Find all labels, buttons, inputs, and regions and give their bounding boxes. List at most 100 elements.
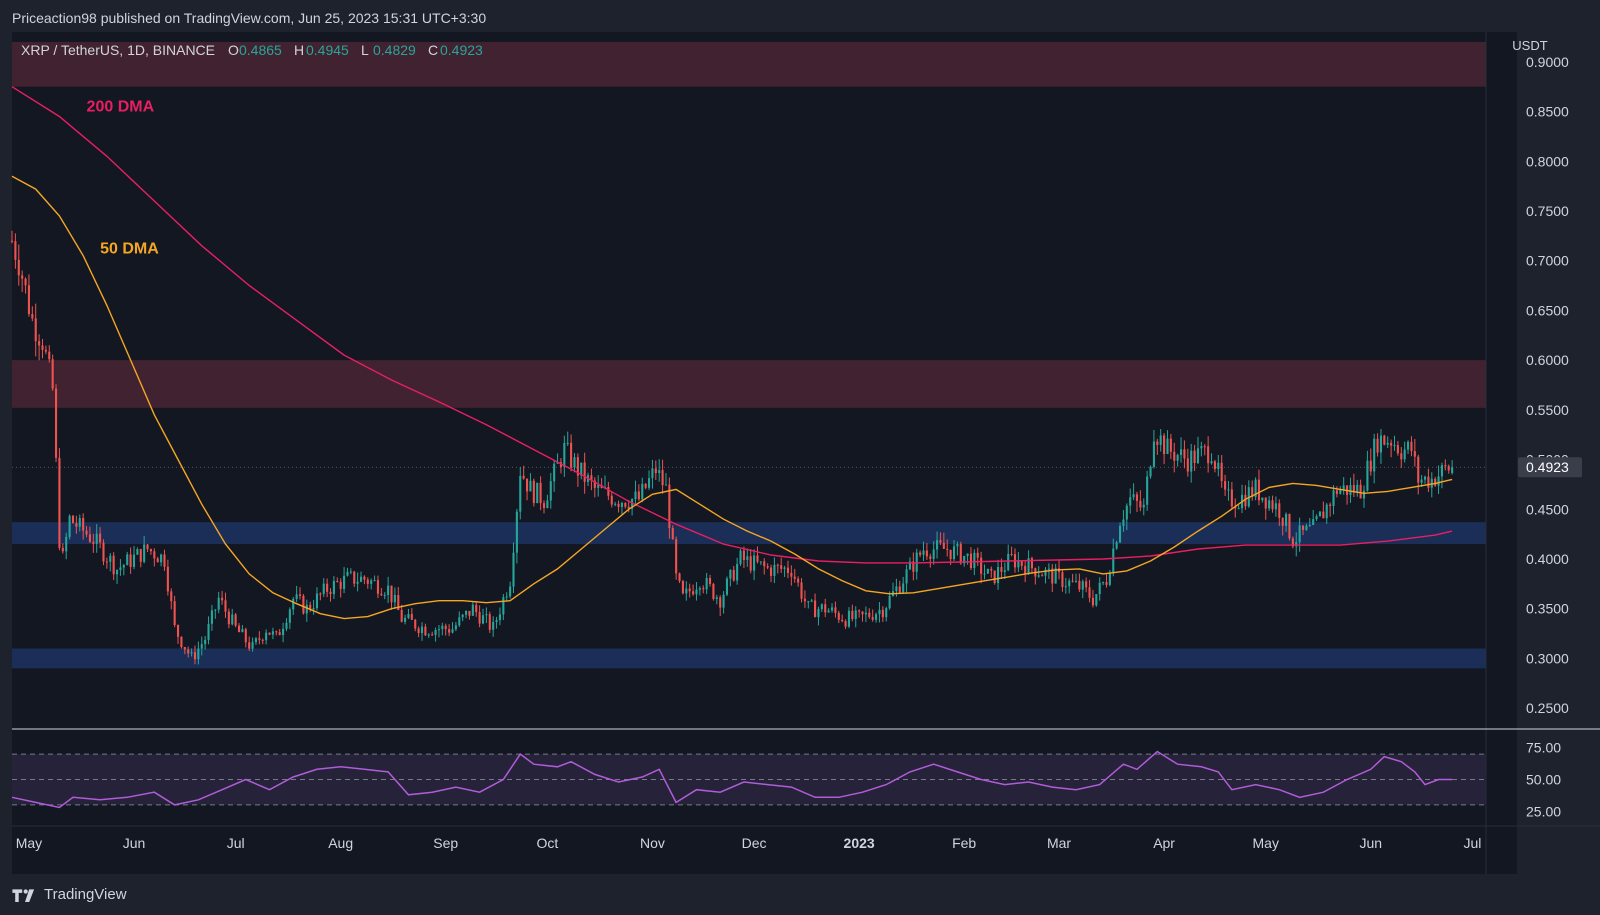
candle-body <box>936 540 939 550</box>
candle-up <box>1132 483 1135 501</box>
candle-body <box>99 533 102 543</box>
candle-body <box>1407 441 1410 450</box>
candle-down <box>1257 469 1261 506</box>
candle-body <box>627 506 630 509</box>
candle-body <box>837 612 840 620</box>
candle-body <box>1139 500 1142 508</box>
candle-body <box>1230 489 1233 507</box>
candle-body <box>1244 494 1247 507</box>
candle-body <box>61 547 64 552</box>
candle-down <box>353 571 356 588</box>
candle-up <box>1146 470 1149 511</box>
candle-body <box>129 554 132 567</box>
supply-zone-0 <box>12 41 1486 87</box>
candle-down <box>1051 564 1054 593</box>
candle-body <box>1427 476 1430 488</box>
candle-up <box>285 618 288 632</box>
candle-body <box>1152 441 1155 467</box>
time-axis[interactable]: May Jun Jul Aug Sep Oct Nov Dec 2023 Feb Mar Apr May… <box>16 835 1482 851</box>
candle-body <box>1118 525 1122 543</box>
candle-body <box>17 259 20 276</box>
candle-up <box>407 608 410 620</box>
rsi-tick-label: 50.00 <box>1526 772 1561 788</box>
candle-up <box>1122 510 1125 532</box>
candle-body <box>478 612 481 624</box>
candle-body <box>448 629 451 633</box>
candle-up <box>461 613 464 622</box>
candle-body <box>366 579 369 584</box>
candle-up <box>509 581 512 599</box>
candle-body <box>370 580 373 584</box>
candle-down <box>99 527 102 549</box>
candle-down <box>861 611 864 622</box>
candle-down <box>326 578 329 598</box>
time-year-label: 2023 <box>844 835 875 851</box>
candle-body <box>736 564 739 581</box>
candle-down <box>1230 481 1233 510</box>
candle-down <box>993 570 996 585</box>
ohlc-key-h: H <box>294 42 304 58</box>
candle-body <box>1020 560 1023 566</box>
candle-up <box>1312 509 1315 526</box>
candle-body <box>427 634 430 636</box>
candle-up <box>553 459 556 492</box>
candle-body <box>373 580 376 582</box>
candle-up <box>956 541 959 556</box>
candle-up <box>441 622 444 636</box>
candle-body <box>776 564 779 566</box>
candle-down <box>925 542 928 560</box>
candle-body <box>102 542 105 562</box>
candle-up <box>498 607 501 626</box>
candle-body <box>468 610 471 616</box>
candle-down <box>227 608 230 629</box>
candle-down <box>82 513 85 540</box>
candle-down <box>183 646 186 655</box>
candle-body <box>759 561 762 563</box>
candle-down <box>692 584 695 596</box>
candle-down <box>44 345 47 355</box>
candle-up <box>1102 581 1105 586</box>
candle-body <box>248 642 251 649</box>
candle-down <box>278 628 281 636</box>
candle-down <box>302 593 305 615</box>
candle-body <box>122 565 125 568</box>
candle-down <box>488 611 491 633</box>
candle-body <box>997 567 1000 584</box>
candle-body <box>146 544 149 550</box>
candle-up <box>1325 502 1328 524</box>
candle-up <box>932 541 935 565</box>
candle-body <box>1061 572 1064 587</box>
annotation-layer: 200 DMA 50 DMA <box>87 99 160 258</box>
candle-body <box>1376 438 1379 453</box>
candle-body <box>932 549 935 559</box>
candle-up <box>1152 429 1155 469</box>
candle-up <box>773 557 776 584</box>
candle-body <box>431 634 434 636</box>
candle-body <box>1400 453 1403 460</box>
candle-body <box>1264 497 1267 509</box>
candle-body <box>302 595 305 614</box>
candle-down <box>1264 497 1267 520</box>
candle-down <box>431 631 434 636</box>
candle-body <box>515 511 518 553</box>
candle-up <box>854 606 857 628</box>
candle-body <box>410 613 413 620</box>
candle-body <box>1420 479 1423 483</box>
price-tick-label: 0.6000 <box>1526 352 1569 368</box>
candle-body <box>353 571 356 584</box>
candle-body <box>346 571 349 576</box>
candle-body <box>163 554 166 567</box>
candle-body <box>620 502 623 507</box>
candle-up <box>698 586 701 596</box>
candle-body <box>251 642 254 649</box>
candle-down <box>1396 440 1399 456</box>
candle-down <box>468 610 471 620</box>
candle-down <box>1024 560 1027 583</box>
tradingview-brand[interactable]: TradingView <box>12 886 127 903</box>
candle-down <box>871 609 874 622</box>
candle-body <box>322 583 325 594</box>
candle-down <box>1135 491 1139 513</box>
candle-down <box>1427 468 1430 492</box>
